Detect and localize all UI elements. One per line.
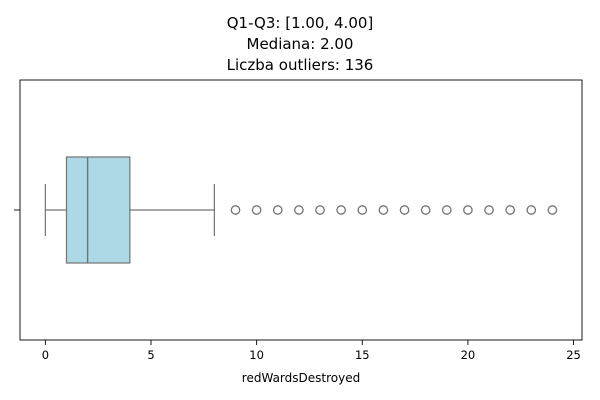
outlier-point — [399, 205, 410, 215]
outlier-point — [547, 205, 558, 215]
outlier-point — [230, 205, 241, 215]
outlier-point — [336, 205, 346, 215]
title-line-3: Liczba outliers: 136 — [227, 56, 374, 74]
outlier-point — [294, 205, 304, 215]
outlier-point — [272, 205, 283, 215]
outlier-point — [315, 205, 325, 215]
x-tick-label: 0 — [42, 348, 49, 362]
iqr-box — [65, 156, 131, 264]
title-line-2: Mediana: 2.00 — [247, 35, 354, 53]
outlier-point — [505, 205, 516, 215]
x-tick-label: 5 — [147, 348, 154, 362]
x-axis: 0 5 10 15 20 25 — [42, 340, 581, 362]
outlier-point — [484, 205, 494, 215]
chart-title: Q1-Q3: [1.00, 4.00] Mediana: 2.00 Liczba… — [227, 14, 374, 74]
outlier-point — [357, 205, 368, 215]
outlier-point — [251, 205, 262, 215]
x-tick-label: 20 — [461, 348, 476, 362]
x-tick-label: 15 — [355, 348, 370, 362]
outlier-point — [378, 205, 389, 215]
plot-area — [44, 156, 558, 264]
x-tick-label: 10 — [249, 348, 264, 362]
outlier-point — [526, 205, 537, 215]
outlier-point — [420, 205, 431, 215]
outlier-point — [441, 205, 452, 215]
outlier-point — [463, 205, 473, 215]
title-line-1: Q1-Q3: [1.00, 4.00] — [227, 14, 374, 32]
x-tick-label: 25 — [566, 348, 581, 362]
x-axis-label: redWardsDestroyed — [242, 371, 360, 385]
